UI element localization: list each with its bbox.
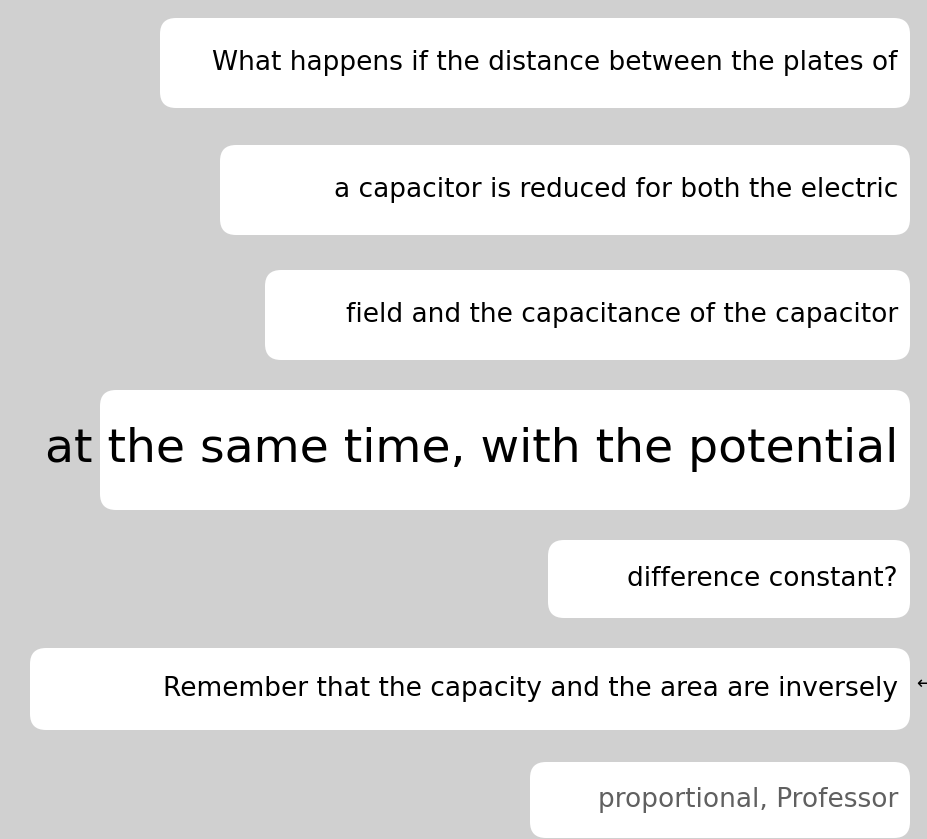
FancyBboxPatch shape (100, 390, 909, 510)
FancyBboxPatch shape (30, 648, 909, 730)
Text: field and the capacitance of the capacitor: field and the capacitance of the capacit… (346, 302, 897, 328)
Text: at the same time, with the potential: at the same time, with the potential (44, 428, 897, 472)
FancyBboxPatch shape (265, 270, 909, 360)
Text: What happens if the distance between the plates of: What happens if the distance between the… (212, 50, 897, 76)
Text: difference constant?: difference constant? (627, 566, 897, 592)
FancyBboxPatch shape (220, 145, 909, 235)
Text: ↵: ↵ (915, 675, 927, 693)
Text: proportional, Professor: proportional, Professor (597, 787, 897, 813)
FancyBboxPatch shape (159, 18, 909, 108)
Text: a capacitor is reduced for both the electric: a capacitor is reduced for both the elec… (334, 177, 897, 203)
FancyBboxPatch shape (529, 762, 909, 838)
FancyBboxPatch shape (548, 540, 909, 618)
Text: Remember that the capacity and the area are inversely: Remember that the capacity and the area … (163, 676, 897, 702)
